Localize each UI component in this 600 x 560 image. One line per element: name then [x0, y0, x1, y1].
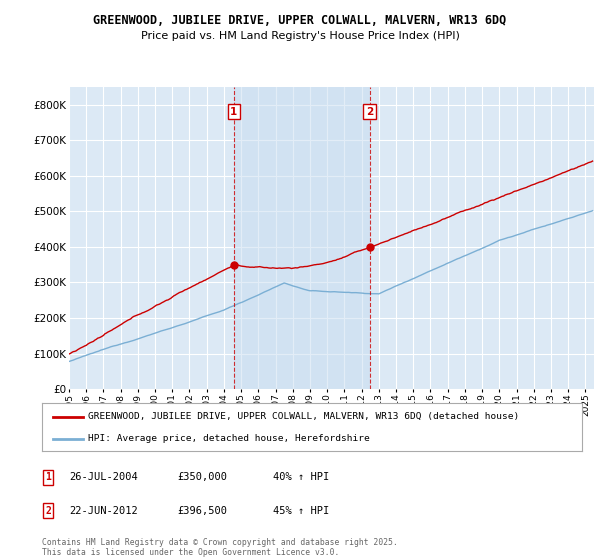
Text: HPI: Average price, detached house, Herefordshire: HPI: Average price, detached house, Here…	[88, 435, 370, 444]
Bar	[234, 87, 370, 389]
Text: 2: 2	[45, 506, 51, 516]
Text: £396,500: £396,500	[177, 506, 227, 516]
Text: £350,000: £350,000	[177, 472, 227, 482]
Text: 2: 2	[366, 107, 373, 116]
Text: 45% ↑ HPI: 45% ↑ HPI	[273, 506, 329, 516]
Text: 40% ↑ HPI: 40% ↑ HPI	[273, 472, 329, 482]
Text: GREENWOOD, JUBILEE DRIVE, UPPER COLWALL, MALVERN, WR13 6DQ (detached house): GREENWOOD, JUBILEE DRIVE, UPPER COLWALL,…	[88, 412, 519, 421]
Text: Contains HM Land Registry data © Crown copyright and database right 2025.
This d: Contains HM Land Registry data © Crown c…	[42, 538, 398, 557]
Text: 26-JUL-2004: 26-JUL-2004	[69, 472, 138, 482]
Text: 1: 1	[230, 107, 238, 116]
Text: Price paid vs. HM Land Registry's House Price Index (HPI): Price paid vs. HM Land Registry's House …	[140, 31, 460, 41]
Text: 22-JUN-2012: 22-JUN-2012	[69, 506, 138, 516]
Text: 1: 1	[45, 472, 51, 482]
Text: GREENWOOD, JUBILEE DRIVE, UPPER COLWALL, MALVERN, WR13 6DQ: GREENWOOD, JUBILEE DRIVE, UPPER COLWALL,…	[94, 14, 506, 27]
